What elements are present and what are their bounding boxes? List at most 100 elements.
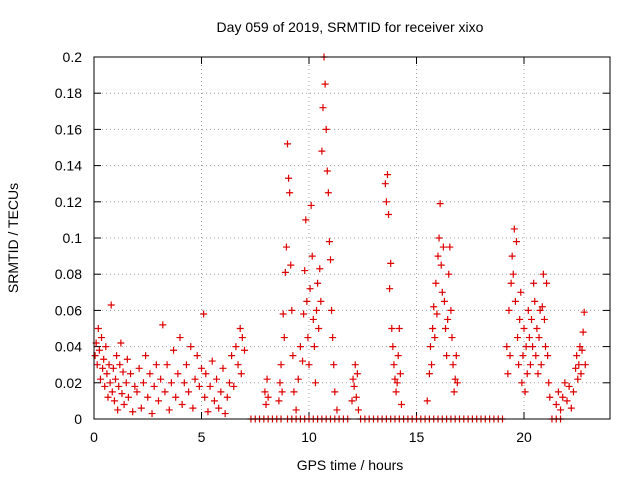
data-point [127,370,135,378]
data-point [452,352,460,360]
data-point [395,325,403,332]
data-point [103,370,111,378]
data-point [354,406,362,414]
data-point [123,355,131,363]
data-point [201,393,209,401]
data-point [118,390,126,398]
y-tick-label: 0.14 [55,158,82,174]
data-point [113,352,121,360]
data-point [431,334,439,342]
plot-frame [93,56,611,420]
data-point [280,334,288,342]
data-point [559,393,567,401]
data-point [449,361,457,369]
y-axis-label: SRMTID / TECUs [5,183,21,293]
data-point [386,285,394,293]
data-point [423,397,431,405]
data-point [348,397,356,405]
data-point [275,397,283,405]
data-point [159,321,167,329]
data-point [285,174,293,182]
data-point [225,379,233,387]
data-point [442,325,450,332]
data-point [450,388,458,396]
data-point [573,352,581,360]
data-point [100,355,108,363]
data-point [433,310,441,318]
data-point [314,279,322,287]
data-point [309,315,317,323]
data-point [565,382,573,390]
data-point [438,288,446,296]
data-point [290,388,298,396]
x-tick-label: 5 [198,429,206,445]
data-point [425,370,433,378]
data-point [98,334,106,342]
data-point [152,361,160,369]
data-point [306,285,314,293]
data-point [511,297,519,305]
data-point [178,401,186,409]
data-point [303,297,311,305]
data-point [108,388,116,396]
data-point [322,125,330,133]
data-point [575,361,583,369]
data-point [96,375,104,383]
data-point [157,375,165,383]
y-tick-label: 0.18 [55,85,82,101]
y-tick-label: 0.12 [55,194,82,210]
data-point [327,256,334,264]
data-point [546,393,554,401]
data-point [91,352,99,360]
data-point [116,361,124,369]
data-point [436,200,444,208]
data-point [426,343,434,351]
data-point [146,370,154,378]
data-point [540,315,548,323]
data-point [503,343,511,351]
data-point [288,306,296,314]
data-point [307,201,315,209]
data-point [542,343,549,351]
data-point [281,268,289,276]
data-point [124,393,132,401]
data-point [215,404,223,412]
data-point [313,306,321,314]
data-point [524,306,532,314]
data-point [578,346,586,354]
data-point [210,397,218,405]
data-point [531,297,539,305]
x-tick-label: 10 [301,429,317,445]
y-tick-label: 0.16 [55,121,82,137]
data-point [219,364,227,372]
data-point [230,382,238,390]
y-tick-label: 0.1 [63,230,83,246]
data-point [299,357,307,365]
data-point [300,310,308,318]
data-point [444,315,452,323]
data-point [155,397,162,405]
data-point [195,382,203,390]
data-point [221,410,229,418]
data-point [563,397,571,405]
data-point [167,379,175,387]
data-point [517,288,525,296]
data-point [577,370,585,378]
data-point [325,238,333,246]
data-point [567,404,575,412]
data-point [557,406,565,414]
axis-ticks: 0 5 10 15 20 0 0.02 0.04 0.06 0.08 0.1 0.12 0.14 0.16… [55,49,610,445]
data-point [505,306,513,314]
chart-title: Day 059 of 2019, SRMTID for receiver xix… [217,19,484,35]
data-point [543,279,551,287]
data-point [576,343,584,351]
data-point [302,216,310,224]
y-tick-label: 0.02 [55,375,82,391]
data-point [228,352,236,360]
data-point [289,352,297,360]
data-point [241,346,248,354]
data-point [105,361,113,369]
data-point [389,343,397,351]
data-point [319,104,327,112]
data-point [122,379,130,387]
